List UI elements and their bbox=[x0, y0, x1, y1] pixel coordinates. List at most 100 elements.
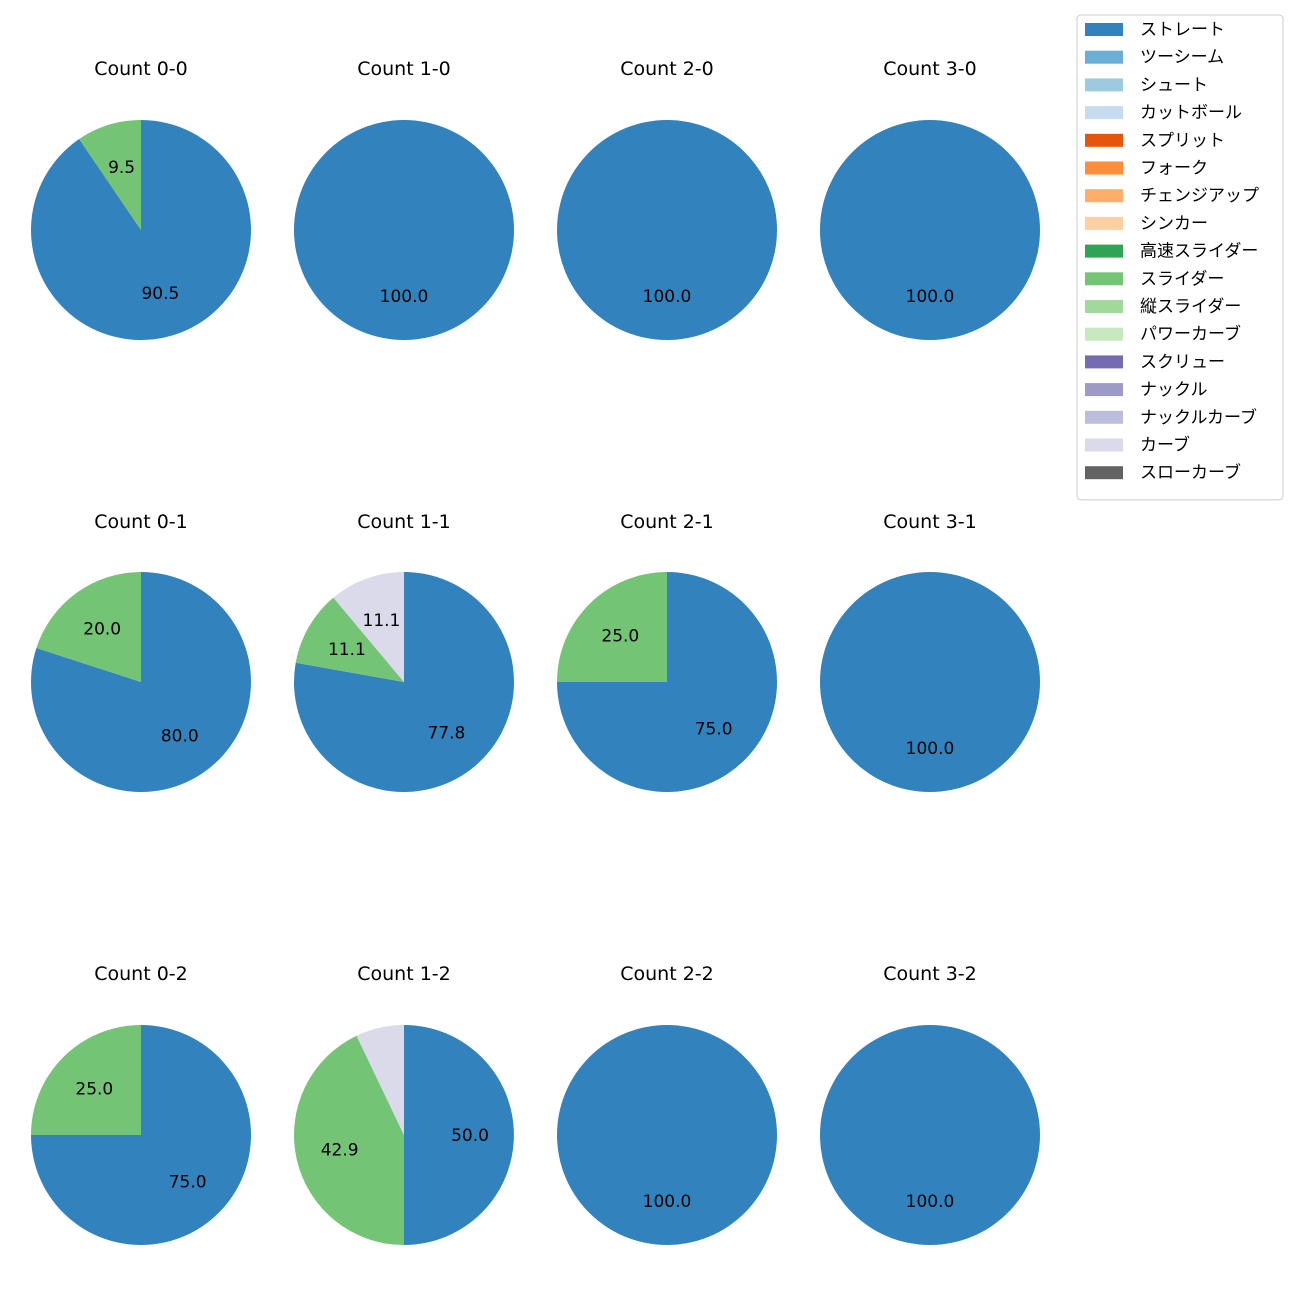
legend-label: スローカーブ bbox=[1140, 462, 1241, 483]
pie-title: Count 0-0 bbox=[94, 58, 188, 80]
legend-swatch bbox=[1085, 327, 1123, 341]
pie-11: Count 2-2 100.0 bbox=[557, 963, 777, 1245]
legend-entry: カットボール bbox=[1085, 103, 1242, 123]
pie-slice bbox=[293, 1035, 404, 1245]
pie-10: Count 1-2 50.0 42.9 bbox=[293, 963, 514, 1245]
legend-swatch bbox=[1085, 78, 1123, 92]
legend-label: スクリュー bbox=[1140, 352, 1225, 372]
legend-label: シュート bbox=[1140, 75, 1208, 95]
pie-slice bbox=[79, 120, 141, 230]
legend-label: ナックル bbox=[1140, 380, 1208, 400]
pie-slice bbox=[820, 1025, 1040, 1245]
pie-slice-label: 9.5 bbox=[108, 158, 135, 178]
legend-entry: 縦スライダー bbox=[1085, 297, 1241, 317]
pie-title: Count 1-0 bbox=[357, 58, 451, 80]
pie-title: Count 2-0 bbox=[620, 58, 714, 80]
legend-entry: チェンジアップ bbox=[1085, 186, 1259, 206]
legend-entry: ストレート bbox=[1085, 20, 1225, 40]
pie-slice-label: 20.0 bbox=[83, 620, 121, 640]
legend-entry: 高速スライダー bbox=[1085, 242, 1258, 262]
legend-label: パワーカーブ bbox=[1140, 324, 1241, 345]
legend-swatch bbox=[1085, 300, 1123, 313]
pie-slice bbox=[36, 572, 141, 682]
pie-slice-label: 50.0 bbox=[451, 1126, 489, 1146]
legend-swatch bbox=[1085, 466, 1123, 480]
legend-label: ストレート bbox=[1140, 20, 1225, 40]
pie-4: Count 3-0 100.0 bbox=[820, 58, 1040, 340]
pie-title: Count 3-0 bbox=[883, 58, 977, 80]
legend-swatch bbox=[1085, 355, 1123, 369]
pie-slice-label: 100.0 bbox=[906, 739, 955, 759]
legend-entry: パワーカーブ bbox=[1085, 324, 1241, 345]
legend-label: チェンジアップ bbox=[1140, 186, 1259, 206]
pie-slice-label: 11.1 bbox=[328, 640, 366, 660]
pie-slice bbox=[31, 1025, 141, 1135]
legend-entry: スプリット bbox=[1085, 131, 1225, 151]
legend-swatch bbox=[1085, 410, 1123, 424]
legend-swatch bbox=[1085, 161, 1123, 175]
pie-slice bbox=[557, 120, 777, 340]
pie-slice-label: 100.0 bbox=[906, 1192, 955, 1212]
legend-swatch bbox=[1085, 216, 1123, 230]
pie-slice-label: 25.0 bbox=[75, 1079, 113, 1099]
pie-slice-label: 100.0 bbox=[380, 287, 429, 307]
pie-slice bbox=[333, 572, 404, 682]
pie-slice-label: 11.1 bbox=[363, 611, 401, 631]
legend-swatch bbox=[1085, 244, 1123, 258]
pie-slice-label: 100.0 bbox=[643, 287, 692, 307]
legend-swatch bbox=[1085, 189, 1123, 203]
pie-slice-label: 75.0 bbox=[169, 1173, 207, 1193]
legend-entry: フォーク bbox=[1085, 159, 1208, 179]
pie-title: Count 3-1 bbox=[883, 511, 977, 533]
pie-slice bbox=[295, 597, 404, 682]
legend-label: スプリット bbox=[1140, 131, 1225, 151]
pie-slice-label: 90.5 bbox=[141, 284, 179, 304]
pie-title: Count 2-2 bbox=[620, 963, 714, 985]
legend-swatch bbox=[1085, 50, 1123, 64]
legend-entry: カーブ bbox=[1085, 435, 1190, 456]
pie-slice bbox=[356, 1025, 404, 1135]
legend: ストレートツーシームシュートカットボールスプリットフォークチェンジアップシンカー… bbox=[1076, 14, 1284, 501]
legend-label: フォーク bbox=[1140, 159, 1208, 179]
legend-entry: ツーシーム bbox=[1085, 48, 1224, 68]
pie-title: Count 0-1 bbox=[94, 511, 188, 533]
pie-3: Count 2-0 100.0 bbox=[557, 58, 777, 340]
legend-entry: スライダー bbox=[1085, 269, 1224, 289]
legend-entry: ナックルカーブ bbox=[1085, 407, 1257, 428]
pie-title: Count 0-2 bbox=[94, 963, 188, 985]
legend-entry: スクリュー bbox=[1085, 352, 1225, 372]
legend-entry: スローカーブ bbox=[1085, 462, 1241, 483]
pie-slice bbox=[557, 572, 667, 682]
legend-swatch bbox=[1085, 23, 1123, 36]
legend-swatch bbox=[1085, 438, 1123, 452]
pie-slice-label: 100.0 bbox=[643, 1192, 692, 1212]
legend-swatch bbox=[1085, 106, 1123, 120]
pie-slice bbox=[30, 120, 252, 340]
pie-12: Count 3-2 100.0 bbox=[820, 963, 1040, 1245]
legend-label: 高速スライダー bbox=[1140, 242, 1258, 262]
pie-slice bbox=[820, 572, 1040, 792]
pie-6: Count 1-1 77.8 11.1 11.1 bbox=[294, 511, 515, 792]
pie-slice bbox=[404, 1025, 514, 1245]
pie-1: Count 0-0 90.5 9.5 bbox=[30, 58, 252, 340]
legend-entry: シュート bbox=[1085, 75, 1208, 95]
pie-slice bbox=[820, 120, 1040, 340]
legend-label: 縦スライダー bbox=[1140, 297, 1241, 317]
legend-label: カーブ bbox=[1140, 435, 1190, 456]
legend-label: ナックルカーブ bbox=[1140, 407, 1257, 428]
pie-7: Count 2-1 75.0 25.0 bbox=[557, 511, 777, 792]
pie-slice-label: 42.9 bbox=[321, 1141, 359, 1161]
pie-slice-label: 80.0 bbox=[161, 726, 199, 746]
pie-slice-label: 100.0 bbox=[906, 287, 955, 307]
legend-swatch bbox=[1085, 133, 1123, 147]
pie-8: Count 3-1 100.0 bbox=[820, 511, 1040, 792]
pie-5: Count 0-1 80.0 20.0 bbox=[30, 511, 252, 792]
pie-slice-label: 25.0 bbox=[601, 626, 639, 646]
legend-swatch bbox=[1085, 383, 1123, 397]
pie-9: Count 0-2 75.0 25.0 bbox=[31, 963, 251, 1245]
pie-2: Count 1-0 100.0 bbox=[294, 58, 514, 340]
legend-label: カットボール bbox=[1140, 103, 1242, 123]
pie-title: Count 1-1 bbox=[357, 511, 451, 533]
pie-slice bbox=[294, 572, 515, 792]
